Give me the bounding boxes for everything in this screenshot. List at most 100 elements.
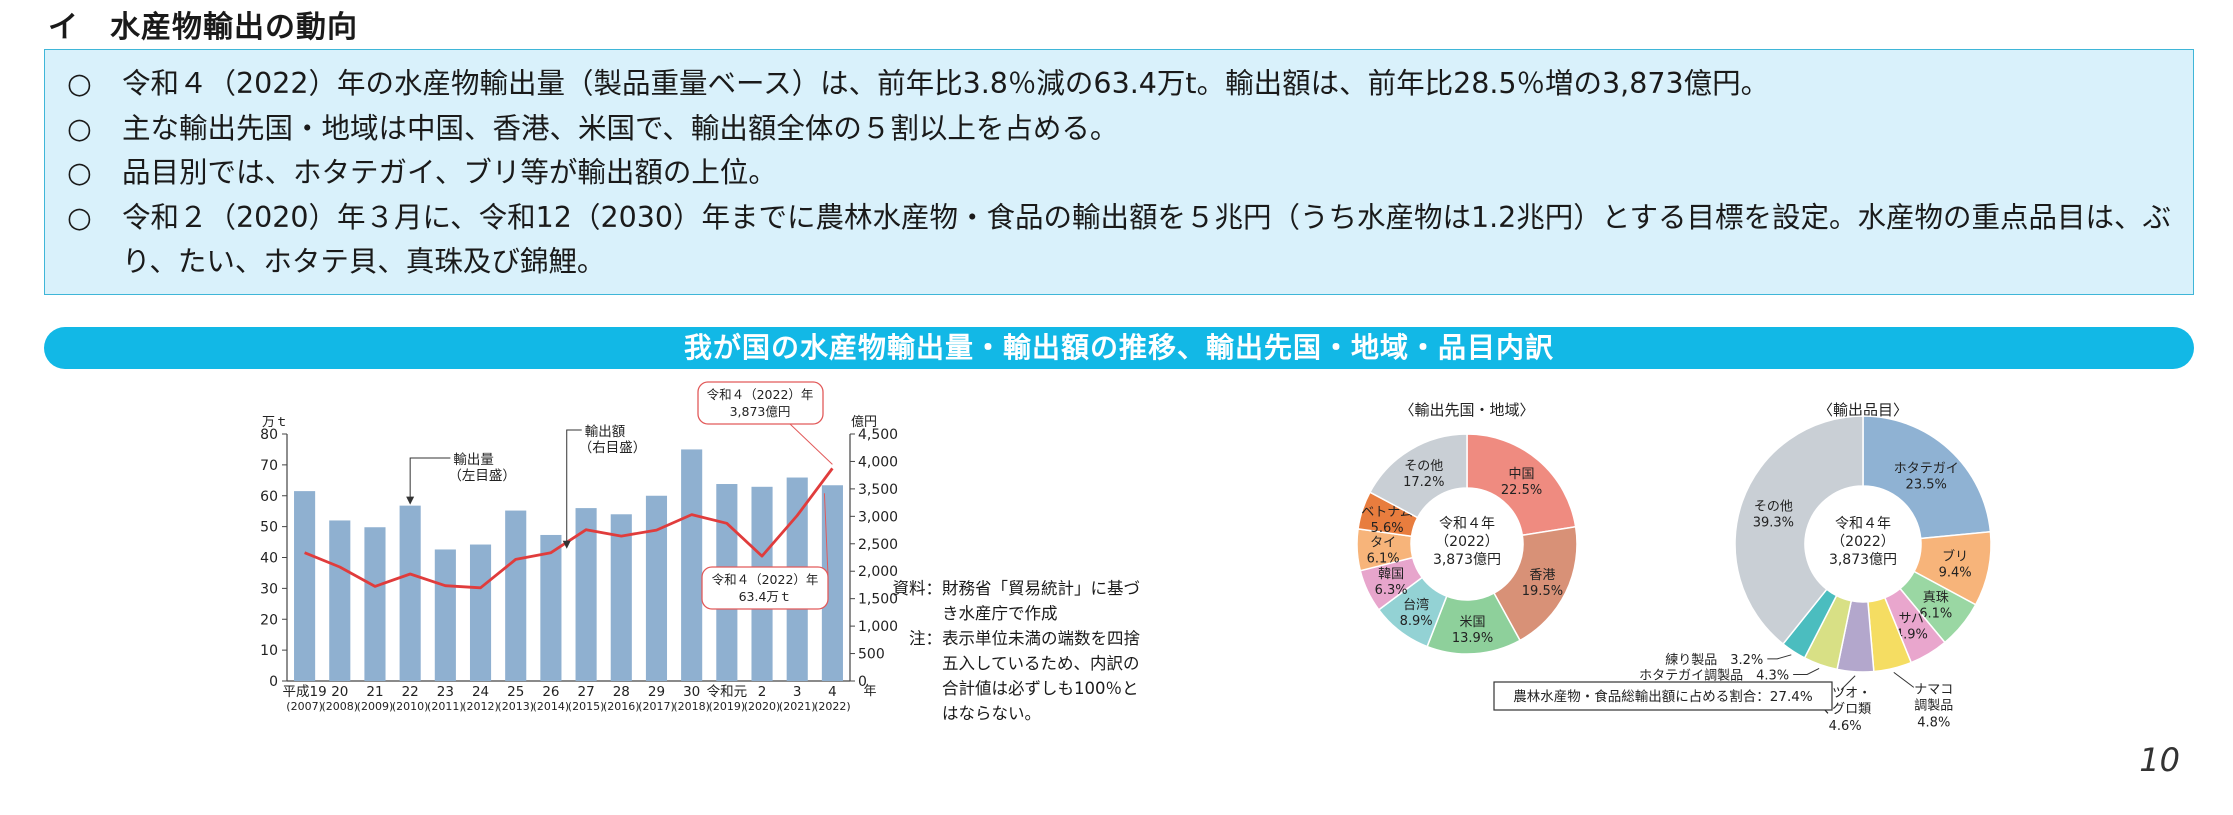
donut-slice-label: 香港 bbox=[1529, 568, 1555, 583]
donut-slice-label: 中国 bbox=[1509, 467, 1535, 482]
annotation-text: （右目盛） bbox=[579, 440, 647, 456]
donut-slice bbox=[1466, 433, 1577, 537]
left-axis-tick-label: 60 bbox=[260, 489, 278, 505]
bullet-circle-icon: ○ bbox=[67, 67, 92, 100]
left-axis-unit: 万ｔ bbox=[262, 415, 288, 430]
bar-export-volume bbox=[821, 485, 843, 681]
annotation-leader bbox=[823, 493, 829, 576]
donut-title: 〈輸出先国・地域〉 bbox=[1399, 401, 1534, 419]
annotation-leader bbox=[566, 429, 582, 547]
bar-export-volume bbox=[364, 527, 386, 681]
x-axis-year-label: (2008) bbox=[321, 700, 358, 713]
left-axis-tick-label: 70 bbox=[260, 458, 278, 474]
footnote-box bbox=[1493, 681, 1833, 711]
label-leader bbox=[1893, 671, 1915, 688]
left-axis-tick-label: 80 bbox=[260, 427, 278, 443]
annotation-text: 輸出量 bbox=[453, 452, 494, 468]
donut-slice-label: 韓国 bbox=[1378, 567, 1404, 582]
annotation-leader bbox=[789, 423, 833, 465]
left-axis-tick-label: 10 bbox=[260, 643, 278, 659]
donut-slice-value: 4.8% bbox=[1917, 715, 1950, 730]
x-axis-year-label: (2017) bbox=[638, 700, 675, 713]
donut-slice-value: 39.3% bbox=[1753, 516, 1794, 531]
donut-slice-value: 4.6% bbox=[1829, 719, 1862, 734]
x-axis-tick-label: 25 bbox=[507, 684, 524, 700]
donut-slice-value: 13.9% bbox=[1452, 631, 1493, 646]
right-axis-tick-label: 1,000 bbox=[858, 619, 898, 635]
left-axis-tick-label: 40 bbox=[260, 551, 278, 567]
donut-center-label: 令和４年 bbox=[1835, 516, 1891, 532]
donut-slice-label: サバ bbox=[1899, 612, 1924, 627]
bullet-text: 令和４（2022）年の水産物輸出量（製品重量ベース）は、前年比3.8％減の63.… bbox=[122, 67, 1770, 100]
page-number: 10 bbox=[2139, 741, 2180, 779]
donut-slice-label: 調製品 bbox=[1914, 698, 1953, 713]
donut-slice-label: 練り製品 3.2% bbox=[1665, 653, 1763, 668]
annotation-text: 63.4万ｔ bbox=[739, 589, 792, 604]
right-axis-tick-label: 500 bbox=[858, 647, 885, 663]
bar-export-volume bbox=[294, 491, 316, 681]
x-axis-tick-label: 23 bbox=[437, 684, 454, 700]
x-axis-year-label: (2009) bbox=[357, 700, 394, 713]
label-leader bbox=[1767, 654, 1792, 660]
bar-export-volume bbox=[469, 544, 492, 681]
summary-box: ○ 令和４（2022）年の水産物輸出量（製品重量ベース）は、前年比3.8％減の6… bbox=[44, 49, 2194, 295]
x-axis-year-label: (2019) bbox=[709, 700, 746, 713]
x-axis-tick-label: 4 bbox=[828, 684, 837, 700]
summary-bullet: ○ 令和２（2020）年３月に、令和12（2030）年までに農林水産物・食品の輸… bbox=[67, 196, 2171, 285]
donut-slice bbox=[1862, 415, 1992, 540]
chart-banner-title: 我が国の水産物輸出量・輸出額の推移、輸出先国・地域・品目内訳 bbox=[44, 327, 2194, 369]
donut-center-label: 3,873億円 bbox=[1433, 552, 1501, 568]
donut-slice-value: 4.9% bbox=[1895, 628, 1928, 643]
donut-footnote: 農林水産物・食品総輸出額に占める割合：27.4% bbox=[1513, 688, 1813, 705]
x-axis-tick-label: 27 bbox=[578, 684, 595, 700]
source-text: 財務省「貿易統計」に基づき水産庁で作成 bbox=[942, 579, 1140, 623]
summary-bullet: ○ 令和４（2022）年の水産物輸出量（製品重量ベース）は、前年比3.8％減の6… bbox=[67, 62, 2171, 107]
bullet-circle-icon: ○ bbox=[67, 156, 92, 189]
donut-slice-label: 台湾 bbox=[1403, 597, 1429, 613]
annotation-leader bbox=[409, 457, 451, 503]
annotation-text: 3,873億円 bbox=[730, 404, 791, 419]
donut-slice-value: 5.6% bbox=[1371, 521, 1404, 536]
donut-slice-value: 8.9% bbox=[1400, 614, 1433, 629]
donut-slice bbox=[1368, 433, 1468, 519]
label-leader bbox=[1793, 668, 1820, 675]
right-axis-tick-label: 2,000 bbox=[858, 564, 898, 580]
donut-slice-label: その他 bbox=[1404, 459, 1443, 474]
left-axis-tick-label: 30 bbox=[260, 581, 278, 597]
note-label: 注： bbox=[909, 629, 942, 648]
x-axis-tick-label: 30 bbox=[683, 684, 700, 700]
right-axis-tick-label: 1,500 bbox=[858, 592, 898, 608]
bullet-circle-icon: ○ bbox=[67, 111, 92, 145]
x-axis-tick-label: 26 bbox=[542, 684, 559, 700]
x-axis-year-label: (2021) bbox=[779, 700, 816, 713]
x-axis-year-label: (2022) bbox=[814, 700, 851, 713]
donut-slice-label: その他 bbox=[1754, 500, 1793, 515]
right-axis-unit: 億円 bbox=[851, 414, 877, 430]
donut-slice bbox=[1734, 415, 1864, 646]
x-axis-year-label: (2013) bbox=[497, 700, 534, 713]
annotation-box bbox=[697, 381, 824, 425]
source-note: 資料： 財務省「貿易統計」に基づき水産庁で作成 注： 表示単位未満の端数を四捨五… bbox=[888, 576, 1146, 726]
summary-bullet: ○ 主な輸出先国・地域は中国、香港、米国で、輸出額全体の５割以上を占める。 bbox=[67, 107, 2171, 152]
donut-slice-value: 9.4% bbox=[1939, 566, 1972, 581]
bullet-circle-icon: ○ bbox=[67, 200, 92, 234]
donut-slice-label: ホタテガイ調製品 4.3% bbox=[1639, 668, 1789, 683]
bullet-text: 品目別では、ホタテガイ、ブリ等が輸出額の上位。 bbox=[122, 156, 777, 189]
x-axis-year-label: (2016) bbox=[603, 700, 640, 713]
x-axis-tick-label: 3 bbox=[793, 684, 802, 700]
donut-slice-label: ブリ bbox=[1942, 549, 1968, 565]
section-heading: イ 水産物輸出の動向 bbox=[48, 10, 358, 45]
x-axis-tick-label: 令和元 bbox=[707, 684, 748, 700]
bullet-text: 主な輸出先国・地域は中国、香港、米国で、輸出額全体の５割以上を占める。 bbox=[122, 111, 1119, 145]
bar-export-volume bbox=[645, 495, 668, 681]
donut-slice-label: ナマコ bbox=[1914, 682, 1953, 697]
x-axis-year-label: (2011) bbox=[427, 700, 464, 713]
donut-slice-label: タイ bbox=[1370, 535, 1396, 550]
donut-center-label: （2022） bbox=[1831, 534, 1895, 550]
right-axis-tick-label: 2,500 bbox=[858, 537, 898, 553]
bar-export-volume bbox=[329, 520, 351, 681]
annotation-text: 令和４（2022）年 bbox=[707, 387, 814, 402]
